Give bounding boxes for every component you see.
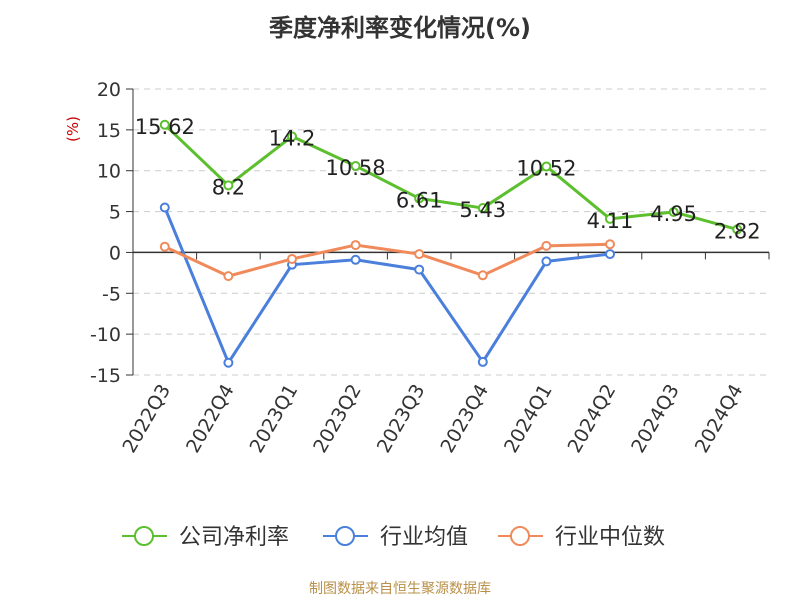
chart-series bbox=[159, 119, 743, 368]
x-tick-label: 2024Q1 bbox=[500, 381, 557, 457]
x-tick-label: 2022Q4 bbox=[182, 381, 239, 457]
series-point bbox=[350, 254, 361, 265]
grid-lines bbox=[133, 88, 769, 376]
x-tick-label: 2023Q4 bbox=[436, 381, 493, 457]
series-point bbox=[605, 239, 615, 250]
legend-marker bbox=[510, 526, 530, 546]
series-point bbox=[223, 357, 234, 368]
x-tick-label: 2023Q3 bbox=[373, 381, 430, 457]
series-point bbox=[541, 161, 552, 172]
y-tick-label: 15 bbox=[97, 120, 121, 142]
x-tick-label: 2023Q1 bbox=[246, 381, 303, 457]
x-tick-label: 2024Q3 bbox=[627, 381, 684, 457]
series-point bbox=[732, 224, 743, 235]
series-point bbox=[414, 249, 425, 260]
series-point bbox=[350, 160, 361, 171]
footer-source: 制图数据来自恒生聚源数据库 bbox=[309, 581, 491, 597]
data-label: 10.52 bbox=[516, 156, 576, 180]
series-line bbox=[163, 206, 611, 365]
data-label: 8.2 bbox=[212, 175, 245, 199]
series-point bbox=[414, 193, 425, 204]
data-label: 5.43 bbox=[459, 198, 506, 222]
series-point bbox=[159, 241, 170, 252]
series-point bbox=[223, 180, 234, 191]
x-tick-label: 2022Q3 bbox=[118, 381, 175, 457]
x-tick-label: 2023Q2 bbox=[309, 381, 366, 457]
data-label: 15.62 bbox=[135, 115, 195, 139]
data-label: 2.82 bbox=[714, 219, 761, 243]
y-tick-label: 0 bbox=[109, 242, 121, 264]
legend-marker bbox=[335, 526, 355, 546]
series-point bbox=[159, 202, 170, 213]
series-point bbox=[350, 240, 361, 251]
series-point bbox=[541, 240, 552, 251]
data-label: 14.2 bbox=[269, 126, 316, 150]
series-point bbox=[605, 213, 615, 224]
chart-legend: 公司净利率 行业均值 行业中位数 bbox=[122, 525, 665, 550]
data-label: 4.11 bbox=[587, 209, 634, 233]
y-tick-label: -10 bbox=[90, 324, 121, 346]
y-tick-label: 5 bbox=[109, 202, 121, 224]
legend-label: 公司净利率 bbox=[179, 525, 289, 550]
series-point bbox=[287, 131, 297, 142]
series-line bbox=[164, 242, 611, 278]
legend-marker bbox=[134, 526, 154, 546]
series-point bbox=[605, 249, 615, 260]
y-tick-label: 20 bbox=[97, 79, 121, 101]
y-tick-label: 10 bbox=[97, 161, 121, 183]
series-point bbox=[477, 203, 488, 214]
x-tick-label: 2024Q4 bbox=[691, 381, 748, 457]
data-labels: 15.62 8.2 14.2 10.58 6.61 5.43 10.52 4.11 4.95 2.… bbox=[135, 115, 761, 244]
series-point bbox=[159, 119, 170, 130]
y-axis-label: (%) bbox=[64, 116, 82, 142]
series-point bbox=[668, 206, 679, 217]
series-point bbox=[541, 256, 552, 267]
series-point bbox=[287, 253, 297, 264]
legend-label: 行业中位数 bbox=[555, 525, 665, 550]
chart-title: 季度净利率变化情况(%) bbox=[269, 14, 531, 42]
y-tick-label: -15 bbox=[90, 365, 121, 387]
legend-label: 行业均值 bbox=[380, 525, 468, 550]
data-label: 6.61 bbox=[396, 188, 443, 212]
series-point bbox=[477, 356, 488, 367]
data-label: 10.58 bbox=[326, 156, 386, 180]
x-tick-label: 2024Q2 bbox=[564, 381, 621, 457]
series-point bbox=[477, 270, 488, 281]
series-line bbox=[163, 123, 738, 231]
series-point bbox=[414, 264, 425, 275]
data-label: 4.95 bbox=[650, 202, 697, 226]
series-point bbox=[223, 271, 234, 282]
y-tick-label: -5 bbox=[102, 283, 121, 305]
